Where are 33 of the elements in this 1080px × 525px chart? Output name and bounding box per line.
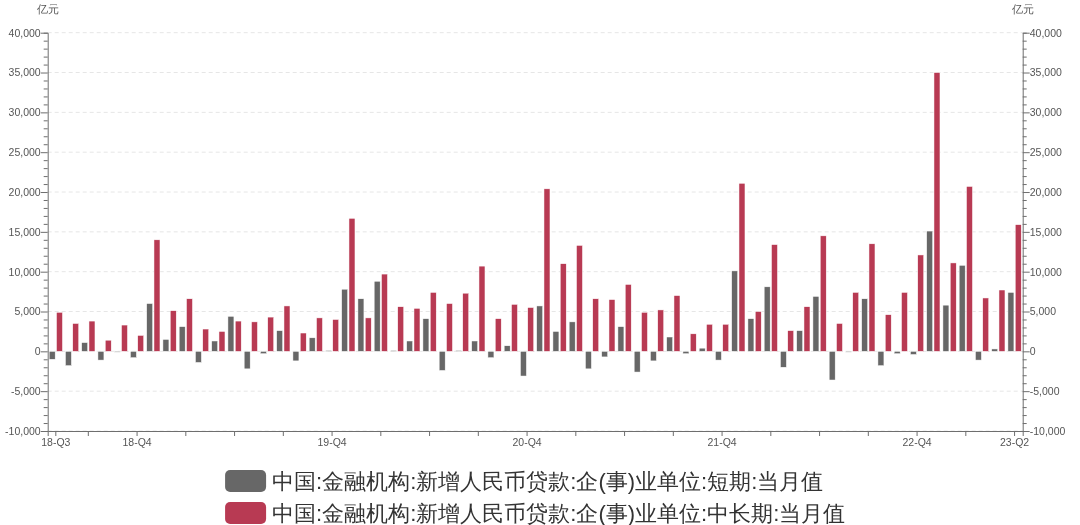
y2-tick-label: 5,000 [1029,305,1057,318]
x-tick-label: 18-Q3 [41,436,71,449]
x-tick-label: 19-Q4 [317,436,347,449]
y-axis-title: 亿元 [35,3,59,15]
y-tick-label: -10,000 [5,424,41,437]
x-tick-label: 20-Q4 [512,436,542,449]
y-tick-label: 35,000 [8,66,41,79]
y2-tick-label: 25,000 [1029,146,1062,159]
y2-tick-label: -5,000 [1029,385,1060,398]
y-tick-label: 20,000 [8,185,41,198]
y-tick-label: 30,000 [8,106,41,119]
y-tick-label: 0 [34,345,41,358]
y2-tick-label: 0 [1029,345,1036,358]
x-tick-label: 18-Q4 [122,436,152,449]
y2-tick-label: 20,000 [1029,185,1062,198]
y-tick-label: 15,000 [8,225,41,238]
y2-tick-label: -10,000 [1029,424,1066,437]
x-tick-label: 22-Q4 [902,436,932,449]
y2-axis-title: 亿元 [1010,3,1034,15]
x-tick-label: 21-Q4 [707,436,737,449]
y-tick-label: 25,000 [8,146,41,159]
y2-tick-label: 10,000 [1029,265,1062,278]
legend-label: 中国:金融机构:新增人民币贷款:企(事)业单位:中长期:当月值 [272,500,846,525]
y-tick-label: 5,000 [14,305,41,318]
y2-tick-label: 30,000 [1029,106,1062,119]
x-tick-label: 23-Q2 [999,436,1030,449]
y2-tick-label: 15,000 [1029,225,1062,238]
y2-tick-label: 40,000 [1029,26,1062,39]
y-tick-label: -5,000 [10,385,41,398]
legend-label: 中国:金融机构:新增人民币贷款:企(事)业单位:短期:当月值 [272,468,824,494]
y-tick-label: 40,000 [8,26,41,39]
y2-tick-label: 35,000 [1029,66,1062,79]
y-tick-label: 10,000 [8,265,41,278]
